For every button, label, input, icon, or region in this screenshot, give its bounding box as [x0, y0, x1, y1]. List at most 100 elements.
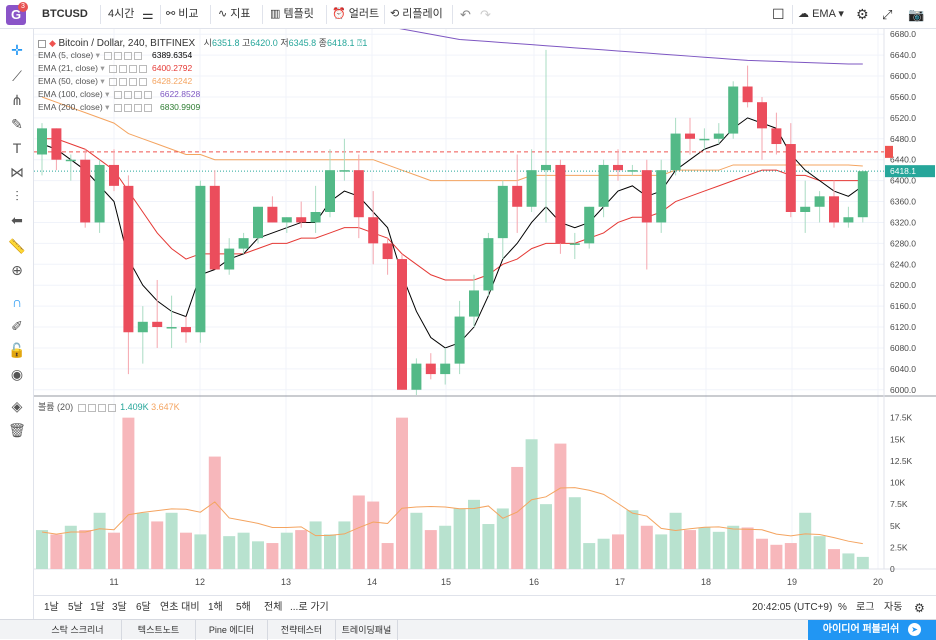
close-icon[interactable]	[107, 403, 116, 412]
chevron-down-icon[interactable]: ▾	[105, 102, 110, 112]
settings-toggle-icon[interactable]	[87, 403, 96, 412]
replay-button[interactable]: ⟲ 리플레이	[390, 0, 443, 29]
range-button[interactable]: 3달	[112, 602, 127, 613]
more-icon[interactable]	[133, 103, 142, 112]
crosshair-icon[interactable]: ✛	[11, 42, 23, 58]
footer-tab[interactable]: 전략테스터	[268, 620, 336, 640]
publish-idea-button[interactable]: 아이디어 퍼블리쉬 ➤	[808, 620, 936, 640]
auto-toggle[interactable]: 자동	[884, 602, 903, 613]
footer-tab[interactable]: 스탁 스크리너	[34, 620, 122, 640]
chevron-down-icon[interactable]: ▾	[95, 50, 100, 60]
range-button[interactable]: 1달	[90, 602, 105, 613]
candle-style-icon[interactable]: ⚌	[142, 7, 154, 22]
eye-toggle-icon[interactable]	[109, 77, 118, 86]
log-toggle[interactable]: 로그	[856, 602, 875, 613]
interval-button[interactable]: 4시간	[108, 8, 135, 20]
ema-template-button[interactable]: ☁ EMA ▾	[798, 0, 844, 29]
pattern-icon[interactable]: ⋈	[10, 164, 24, 180]
lock-icon[interactable]: 🔓	[8, 342, 26, 358]
volume-bar	[684, 530, 696, 569]
range-button[interactable]: 5날	[68, 602, 83, 613]
pitchfork-icon[interactable]: ⋔	[11, 92, 23, 108]
eye-toggle-icon[interactable]	[113, 90, 122, 99]
settings-toggle-icon[interactable]	[119, 77, 128, 86]
more-icon[interactable]	[133, 90, 142, 99]
brush-icon[interactable]: ✎	[11, 116, 23, 132]
close-icon[interactable]	[139, 77, 148, 86]
close-icon[interactable]	[143, 90, 152, 99]
range-button[interactable]: 5해	[236, 602, 251, 613]
eye-toggle-icon[interactable]	[104, 51, 113, 60]
candle-body	[613, 164, 623, 171]
settings-gear-icon[interactable]: ⚙	[856, 6, 869, 22]
eye-toggle-icon[interactable]	[113, 103, 122, 112]
symbol-search[interactable]: BTCUSD	[42, 8, 88, 20]
templates-label: 템플릿	[283, 8, 314, 20]
compare-button[interactable]: ⚯ 비교	[166, 0, 199, 29]
close-icon[interactable]	[134, 51, 143, 60]
alert-button[interactable]: ⏰ 얼러트	[332, 0, 379, 29]
more-icon[interactable]	[129, 64, 138, 73]
undo-icon[interactable]: ↶	[460, 7, 471, 22]
lock-drawing-icon[interactable]: ✐	[11, 318, 23, 334]
footer-tab[interactable]: 트레이딩패널	[336, 620, 398, 640]
range-button[interactable]: 1해	[208, 602, 223, 613]
more-icon[interactable]	[124, 51, 133, 60]
volume-bar	[295, 530, 308, 569]
range-button[interactable]: 전체	[264, 602, 283, 613]
close-icon[interactable]	[143, 103, 152, 112]
trend-line-icon[interactable]: ⟋	[12, 68, 22, 84]
eye-icon[interactable]: ◉	[10, 366, 24, 382]
templates-button[interactable]: ▥ 템플릿	[270, 0, 314, 29]
camera-icon[interactable]: 📷	[908, 7, 925, 22]
range-button[interactable]: 연초 대비	[160, 602, 200, 613]
chart-canvas[interactable]: 6680.0 6640.0 6600.0 6560.0 6520.0 6480.0 6440…	[34, 0, 936, 595]
settings-toggle-icon[interactable]	[114, 51, 123, 60]
fullscreen-chart-icon[interactable]: ☐	[772, 6, 785, 22]
candle-body	[382, 243, 393, 260]
replay-label: 리플레이	[402, 8, 443, 20]
range-button[interactable]: 1날	[44, 602, 59, 613]
volume-bar	[338, 521, 351, 569]
ema21-line	[42, 138, 863, 281]
series-legend: ◆ Bitcoin / Dollar, 240, BITFINEX 시6351.…	[38, 36, 367, 49]
zoom-in-icon[interactable]: ⊕	[11, 262, 23, 278]
candle-body	[195, 185, 206, 333]
footer-tab[interactable]: 텍스트노트	[122, 620, 196, 640]
price-tick-label: 6560.0	[890, 92, 916, 102]
settings-toggle-icon[interactable]	[123, 103, 132, 112]
current-price-label: 6418.1	[890, 166, 916, 176]
eye-toggle-icon[interactable]	[109, 64, 118, 73]
layers-icon[interactable]: ◈	[11, 398, 23, 414]
trash-icon[interactable]: 🗑	[8, 422, 26, 438]
volume-bar	[93, 512, 106, 569]
chevron-down-icon[interactable]: ▾	[100, 63, 105, 73]
notification-badge: 3	[18, 2, 28, 12]
arrow-left-icon[interactable]: ⬅	[11, 212, 23, 228]
prediction-icon[interactable]: ⫶	[15, 188, 19, 204]
volume-tick-label: 7.5K	[890, 499, 908, 509]
percent-toggle[interactable]: %	[838, 602, 847, 613]
settings-toggle-icon[interactable]	[123, 90, 132, 99]
expand-icon[interactable]: ⤢	[882, 7, 893, 22]
indicators-button[interactable]: ∿ 지표	[218, 0, 251, 29]
more-icon[interactable]	[97, 403, 106, 412]
text-icon[interactable]: T	[12, 140, 22, 156]
collapse-icon[interactable]	[38, 39, 46, 48]
magnet-icon[interactable]: ∩	[11, 294, 23, 310]
goto-date-button[interactable]: ...로 가기	[290, 602, 329, 613]
ruler-icon[interactable]: 📏	[8, 238, 26, 254]
settings-gear-icon[interactable]: ⚙	[914, 601, 925, 615]
more-icon[interactable]	[129, 77, 138, 86]
range-button[interactable]: 6달	[136, 602, 151, 613]
clock-time[interactable]: 20:42:05 (UTC+9)	[752, 602, 833, 613]
eye-toggle-icon[interactable]	[77, 403, 86, 412]
footer-tab[interactable]: Pine 에디터	[196, 620, 268, 640]
settings-toggle-icon[interactable]	[119, 64, 128, 73]
chevron-down-icon[interactable]: ▾	[105, 89, 110, 99]
ema-label: EMA (5, close)	[38, 50, 94, 60]
chevron-down-icon[interactable]: ▾	[100, 76, 105, 86]
redo-icon[interactable]: ↷	[480, 7, 491, 22]
chart-area[interactable]: 6680.0 6640.0 6600.0 6560.0 6520.0 6480.0 6440…	[34, 0, 936, 595]
close-icon[interactable]	[139, 64, 148, 73]
